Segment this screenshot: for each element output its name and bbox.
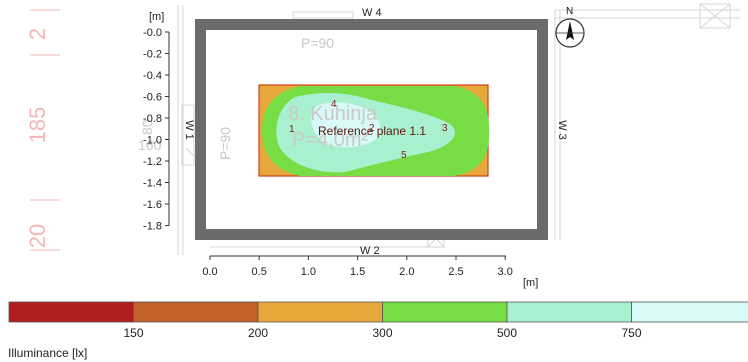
- legend-title: Illuminance [lx]: [8, 346, 87, 360]
- legend-swatch: [506, 301, 632, 323]
- compass-north-label: N: [566, 6, 573, 17]
- wall-label-left: W 1: [183, 120, 195, 140]
- y-tick-label: -1.8: [143, 221, 162, 233]
- x-tick-label: 1.0: [301, 266, 316, 278]
- y-tick-label: -0.2: [143, 49, 162, 61]
- point-label-3: 3: [442, 123, 448, 134]
- room-area-label: P=4,0m²: [292, 129, 368, 151]
- legend-swatch: [257, 301, 383, 323]
- opening-label-top: P=90: [301, 35, 334, 51]
- y-tick-label: -1.0: [143, 135, 162, 147]
- legend-swatch: [631, 301, 748, 323]
- x-tick-label: 2.5: [448, 266, 463, 278]
- legend-threshold-label: 150: [123, 326, 143, 340]
- y-tick-label: -1.2: [143, 156, 162, 168]
- x-tick-label: 0.5: [252, 266, 267, 278]
- reference-plane-area: [258, 84, 490, 177]
- y-tick-label: -0.6: [143, 92, 162, 104]
- dimension-label-2: 185: [25, 107, 50, 144]
- illuminance-legend: 150 200 300 500 750 Illuminance [lx]: [8, 301, 748, 360]
- opening-height-label: 160: [138, 137, 162, 153]
- legend-threshold-label: 500: [497, 326, 517, 340]
- legend-threshold-label: 300: [372, 326, 392, 340]
- legend-threshold-label: 200: [248, 326, 268, 340]
- point-label-2: 2: [369, 123, 375, 134]
- point-label-4: 4: [331, 99, 337, 110]
- legend-swatch: [382, 301, 508, 323]
- wall-label-bottom: W 2: [360, 245, 380, 257]
- x-axis: 0.0 0.5 1.0 1.5 2.0 2.5 3.0: [202, 255, 513, 278]
- x-tick-label: 1.5: [350, 266, 365, 278]
- opening-label-left: P=90: [217, 127, 233, 160]
- point-label-1: 1: [289, 124, 295, 135]
- legend-swatch: [8, 301, 134, 323]
- north-compass: N: [555, 6, 585, 48]
- reference-plane-label: Reference plane 1.1: [318, 124, 426, 138]
- room-name-label: 8. Kuhinja: [288, 103, 378, 125]
- opening-sill-label: 80: [139, 119, 155, 135]
- wall-label-top: W 4: [362, 7, 382, 19]
- point-label-5: 5: [401, 150, 407, 161]
- dimension-annotations: 2 185 20: [25, 9, 60, 251]
- calculation-points: 1 2 3 4 5: [289, 99, 448, 161]
- legend-swatch: [133, 301, 259, 323]
- y-tick-label: -0.4: [143, 70, 162, 82]
- y-axis-unit: [m]: [149, 11, 164, 23]
- x-tick-label: 3.0: [498, 266, 513, 278]
- wall-label-right: W 3: [556, 120, 568, 140]
- x-tick-label: 0.0: [202, 266, 217, 278]
- y-axis: -0.0 -0.2 -0.4 -0.6 -0.8 -1.0 -1.2 -1.4 -1.6 -1.8: [143, 27, 170, 233]
- y-tick-label: -1.6: [143, 199, 162, 211]
- zone-over-750: [311, 102, 381, 148]
- y-tick-label: -1.4: [143, 178, 162, 190]
- legend-threshold-label: 750: [621, 326, 641, 340]
- x-axis-unit: [m]: [523, 277, 538, 289]
- dimension-label-1: 2: [25, 28, 50, 40]
- y-tick-label: -0.8: [143, 113, 162, 125]
- dimension-label-3: 20: [25, 224, 50, 248]
- y-tick-label: -0.0: [143, 27, 162, 39]
- x-tick-label: 2.0: [399, 266, 414, 278]
